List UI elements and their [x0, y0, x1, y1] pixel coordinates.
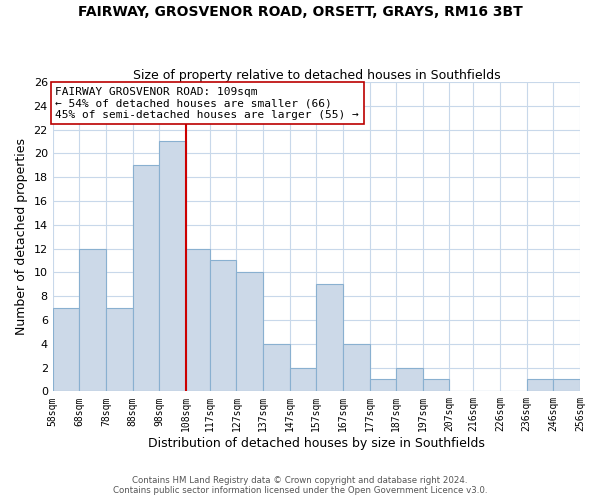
Bar: [423, 380, 449, 392]
Y-axis label: Number of detached properties: Number of detached properties: [15, 138, 28, 335]
Bar: [79, 248, 106, 392]
Bar: [133, 166, 159, 392]
Text: Contains HM Land Registry data © Crown copyright and database right 2024.
Contai: Contains HM Land Registry data © Crown c…: [113, 476, 487, 495]
Bar: [186, 248, 210, 392]
Bar: [290, 368, 316, 392]
Bar: [263, 344, 290, 392]
Text: FAIRWAY, GROSVENOR ROAD, ORSETT, GRAYS, RM16 3BT: FAIRWAY, GROSVENOR ROAD, ORSETT, GRAYS, …: [77, 5, 523, 19]
Bar: [316, 284, 343, 392]
Bar: [553, 380, 580, 392]
Title: Size of property relative to detached houses in Southfields: Size of property relative to detached ho…: [133, 69, 500, 82]
X-axis label: Distribution of detached houses by size in Southfields: Distribution of detached houses by size …: [148, 437, 485, 450]
Bar: [527, 380, 553, 392]
Bar: [210, 260, 236, 392]
Bar: [236, 272, 263, 392]
Bar: [343, 344, 370, 392]
Bar: [106, 308, 133, 392]
Bar: [53, 308, 79, 392]
Text: FAIRWAY GROSVENOR ROAD: 109sqm
← 54% of detached houses are smaller (66)
45% of : FAIRWAY GROSVENOR ROAD: 109sqm ← 54% of …: [55, 87, 359, 120]
Bar: [159, 142, 186, 392]
Bar: [396, 368, 423, 392]
Bar: [370, 380, 396, 392]
